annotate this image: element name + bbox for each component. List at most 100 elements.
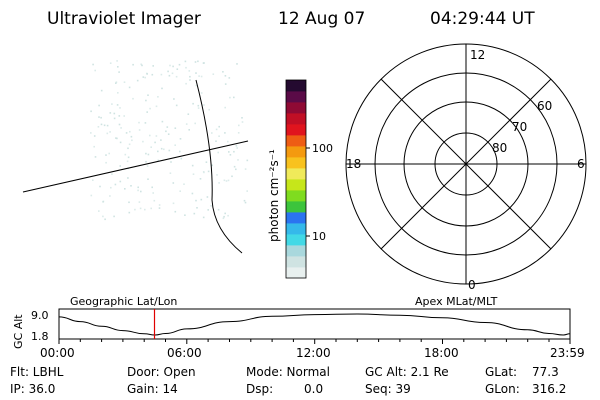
emission-speckle	[185, 66, 187, 69]
emission-speckle	[113, 215, 115, 218]
emission-speckle	[115, 81, 118, 83]
mlat-label-60: 60	[537, 99, 552, 113]
emission-speckle	[147, 94, 149, 96]
emission-speckle	[185, 82, 187, 85]
colorbar-cell	[286, 245, 306, 257]
info-mode: Mode: Normal	[246, 365, 330, 379]
emission-speckle	[188, 70, 191, 72]
emission-speckle	[228, 77, 231, 79]
emission-speckle	[92, 179, 94, 181]
colorbar-cell	[286, 157, 306, 169]
xtick-label-06-00: 06:00	[167, 346, 202, 360]
emission-speckle	[104, 218, 106, 221]
emission-speckle	[168, 149, 171, 152]
emission-speckle	[94, 156, 97, 158]
colorbar-cell	[286, 267, 306, 279]
header-date: 12 Aug 07	[278, 9, 365, 29]
emission-speckle	[223, 215, 225, 218]
emission-speckle	[114, 183, 117, 186]
emission-speckle	[229, 154, 232, 156]
emission-speckle	[155, 105, 158, 108]
emission-speckle	[171, 72, 174, 75]
emission-speckle	[93, 145, 95, 148]
colorbar-cell	[286, 179, 306, 191]
emission-speckle	[151, 73, 154, 76]
emission-speckle	[113, 112, 116, 115]
xtick-label-00-00: 00:00	[40, 346, 75, 360]
info-dsp-label: Dsp:	[246, 382, 273, 396]
info-gc-alt: GC Alt: 2.1 Re	[365, 365, 449, 379]
emission-speckle	[235, 145, 238, 147]
timeline-right-title: Apex MLat/MLT	[415, 295, 498, 308]
emission-speckle	[130, 185, 132, 187]
orbit-track-line	[22, 140, 249, 193]
emission-speckle	[197, 107, 200, 109]
emission-speckle	[129, 130, 131, 133]
emission-speckle	[145, 160, 147, 163]
colorbar-cell	[286, 102, 306, 114]
emission-speckle	[98, 104, 100, 107]
emission-speckle	[97, 126, 100, 128]
emission-speckle	[161, 87, 163, 90]
emission-speckle	[119, 141, 122, 144]
emission-speckle	[160, 147, 163, 150]
emission-speckle	[102, 201, 104, 203]
mlt-label-18: 18	[346, 157, 361, 171]
emission-speckle	[179, 190, 181, 192]
polar-mlat-mlt-plot: 12 6 0 18 60 70 80	[345, 43, 587, 292]
emission-speckle	[184, 60, 187, 63]
emission-speckle	[151, 186, 153, 189]
emission-speckle	[174, 210, 177, 213]
emission-speckle	[90, 132, 92, 134]
emission-speckle	[100, 89, 103, 92]
emission-speckle	[126, 160, 129, 163]
emission-speckle	[168, 74, 171, 77]
emission-speckle	[115, 137, 117, 139]
emission-speckle	[205, 161, 208, 163]
auroral-emission-speckles	[90, 60, 249, 221]
orbit-altitude-timeline: Geographic Lat/Lon Apex MLat/MLT GC Alt …	[12, 295, 585, 360]
emission-speckle	[105, 154, 107, 156]
colorbar-cell	[286, 91, 306, 103]
emission-speckle	[235, 168, 237, 171]
emission-speckle	[109, 62, 112, 64]
emission-speckle	[183, 183, 185, 185]
colorbar-cell	[286, 135, 306, 147]
emission-speckle	[227, 179, 230, 182]
emission-speckle	[150, 207, 152, 210]
emission-speckle	[169, 172, 172, 174]
emission-speckle	[222, 71, 224, 73]
emission-speckle	[117, 92, 119, 94]
emission-speckle	[229, 96, 231, 99]
emission-speckle	[202, 62, 205, 64]
emission-speckle	[199, 178, 202, 180]
emission-speckle	[163, 148, 165, 151]
emission-speckle	[228, 151, 230, 153]
emission-speckle	[99, 185, 101, 188]
emission-speckle	[142, 76, 145, 78]
emission-speckle	[211, 132, 213, 134]
emission-speckle	[174, 144, 176, 146]
emission-speckle	[116, 137, 118, 140]
emission-speckle	[175, 75, 178, 78]
emission-speckle	[236, 147, 238, 149]
emission-speckle	[192, 173, 195, 175]
emission-speckle	[125, 132, 128, 134]
emission-speckle	[155, 135, 158, 137]
emission-speckle	[173, 98, 175, 100]
emission-speckle	[216, 174, 218, 176]
emission-speckle	[128, 143, 131, 146]
emission-speckle	[218, 135, 220, 137]
emission-speckle	[218, 125, 220, 128]
emission-speckle	[119, 165, 121, 167]
colorbar-cell	[286, 256, 306, 268]
emission-speckle	[102, 215, 104, 218]
emission-speckle	[207, 209, 209, 211]
emission-speckle	[203, 104, 205, 106]
emission-speckle	[160, 139, 162, 141]
info-door: Door: Open	[127, 365, 196, 379]
emission-speckle	[175, 104, 178, 107]
emission-speckle	[202, 216, 205, 219]
emission-speckle	[161, 120, 164, 123]
